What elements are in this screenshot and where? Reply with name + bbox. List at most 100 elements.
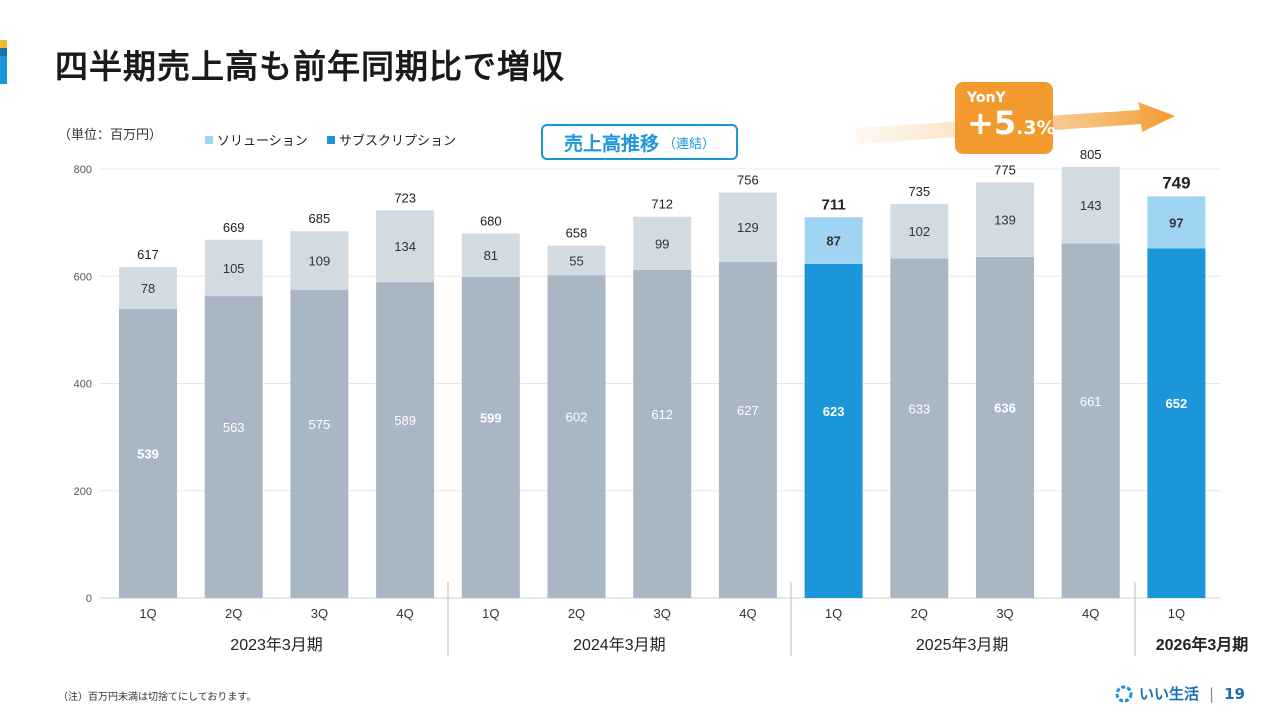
data-label-subscription: 563 bbox=[223, 420, 245, 435]
data-label-solution: 139 bbox=[994, 213, 1016, 228]
data-label-solution: 102 bbox=[908, 224, 930, 239]
data-label-subscription: 589 bbox=[394, 413, 416, 428]
bar-subscription bbox=[204, 296, 263, 598]
y-tick-label: 0 bbox=[86, 593, 92, 605]
x-tick-label: 2Q bbox=[568, 606, 585, 621]
accent-bar-mid bbox=[0, 48, 7, 56]
x-tick-label: 4Q bbox=[739, 606, 756, 621]
data-label-solution: 134 bbox=[394, 239, 416, 254]
bar-solution bbox=[376, 210, 435, 283]
bar-solution bbox=[633, 216, 692, 270]
data-label-solution: 105 bbox=[223, 261, 245, 276]
bar-solution bbox=[976, 182, 1034, 257]
accent-bar-bottom bbox=[0, 56, 7, 84]
bar-subscription bbox=[290, 289, 349, 598]
data-label-subscription: 623 bbox=[823, 404, 845, 419]
data-label-solution: 99 bbox=[655, 236, 669, 251]
legend-label-subscription: サブスクリプション bbox=[339, 134, 457, 149]
data-label-subscription: 602 bbox=[566, 410, 588, 425]
x-tick-label: 3Q bbox=[654, 606, 671, 621]
data-label-total: 617 bbox=[137, 247, 159, 262]
chart-subtitle-sub: （連結） bbox=[663, 136, 716, 152]
brand-name: いい生活 bbox=[1139, 685, 1200, 703]
data-label-subscription: 633 bbox=[908, 401, 930, 416]
data-label-subscription: 627 bbox=[737, 403, 759, 418]
legend-swatch-subscription bbox=[327, 135, 335, 144]
x-tick-label: 4Q bbox=[1082, 606, 1099, 621]
bar-subscription bbox=[890, 258, 949, 598]
bar-subscription bbox=[718, 261, 777, 598]
data-label-solution: 55 bbox=[569, 253, 583, 268]
bar-subscription bbox=[376, 282, 435, 598]
data-label-solution: 87 bbox=[826, 234, 840, 249]
brand-separator: | bbox=[1209, 684, 1215, 703]
data-label-subscription: 575 bbox=[309, 417, 331, 432]
yoy-badge: YonY +5.3% bbox=[955, 82, 1056, 154]
data-label-solution: 97 bbox=[1169, 215, 1183, 230]
y-tick-label: 400 bbox=[74, 379, 92, 391]
bar-subscription bbox=[633, 269, 692, 598]
bar-solution bbox=[204, 239, 263, 297]
data-label-total: 711 bbox=[821, 196, 845, 213]
data-label-total: 669 bbox=[223, 220, 245, 235]
brand: いい生活 | 19 bbox=[1114, 683, 1245, 704]
chart-subtitle-box: 売上高推移 （連結） bbox=[541, 124, 738, 160]
data-label-total: 685 bbox=[309, 211, 331, 226]
bar-solution bbox=[804, 217, 863, 264]
group-label: 2025年3月期 bbox=[916, 636, 1009, 654]
bar-solution bbox=[119, 267, 177, 309]
data-label-subscription: 636 bbox=[994, 400, 1016, 415]
y-tick-label: 600 bbox=[74, 271, 92, 283]
data-label-total: 805 bbox=[1080, 147, 1102, 162]
data-label-total: 723 bbox=[394, 190, 416, 205]
x-tick-label: 4Q bbox=[396, 606, 413, 621]
yoy-value-big: +5 bbox=[967, 104, 1017, 142]
page-title: 四半期売上高も前年同期比で増収 bbox=[55, 47, 565, 86]
bar-subscription bbox=[1147, 248, 1206, 599]
page-number: 19 bbox=[1224, 684, 1245, 703]
bar-subscription bbox=[1061, 243, 1120, 598]
data-label-subscription: 661 bbox=[1080, 394, 1102, 409]
group-label: 2024年3月期 bbox=[573, 636, 666, 654]
data-label-solution: 129 bbox=[737, 220, 759, 235]
legend-solution: ソリューション bbox=[205, 130, 308, 149]
bar-solution bbox=[890, 203, 949, 259]
bar-subscription bbox=[976, 256, 1034, 598]
data-label-solution: 143 bbox=[1080, 198, 1102, 213]
chart-subtitle: 売上高推移 bbox=[563, 132, 659, 155]
data-label-total: 756 bbox=[737, 173, 759, 188]
data-label-total: 749 bbox=[1162, 173, 1190, 192]
logo-icon bbox=[1115, 685, 1133, 702]
yoy-value: +5.3% bbox=[967, 104, 1056, 145]
bar-solution bbox=[1061, 166, 1120, 244]
y-tick-label: 800 bbox=[74, 164, 92, 176]
bar-subscription bbox=[461, 276, 520, 598]
data-label-subscription: 539 bbox=[137, 446, 159, 461]
footnote: （注）百万円未満は切捨てにしております。 bbox=[58, 692, 257, 703]
yoy-value-small: .3% bbox=[1016, 117, 1056, 139]
x-tick-label: 2Q bbox=[225, 606, 242, 621]
x-tick-label: 1Q bbox=[482, 606, 499, 621]
yoy-label: YonY bbox=[967, 90, 1006, 106]
x-tick-label: 1Q bbox=[825, 606, 842, 621]
bar-solution bbox=[718, 192, 777, 262]
bar-subscription bbox=[547, 275, 606, 598]
group-label: 2026年3月期 bbox=[1156, 635, 1249, 654]
data-label-solution: 78 bbox=[141, 281, 155, 296]
data-label-total: 680 bbox=[480, 213, 502, 228]
group-label: 2023年3月期 bbox=[230, 636, 323, 654]
data-label-subscription: 612 bbox=[651, 407, 673, 422]
x-tick-label: 3Q bbox=[311, 606, 328, 621]
x-tick-label: 3Q bbox=[996, 606, 1013, 621]
y-tick-label: 200 bbox=[74, 486, 92, 498]
bar-solution bbox=[290, 231, 349, 290]
legend-label-solution: ソリューション bbox=[217, 134, 308, 149]
data-label-total: 735 bbox=[908, 184, 930, 199]
x-tick-label: 1Q bbox=[139, 606, 156, 621]
bar-subscription bbox=[804, 263, 863, 598]
data-label-total: 712 bbox=[651, 197, 673, 212]
bar-solution bbox=[547, 245, 606, 276]
data-label-total: 658 bbox=[566, 226, 588, 241]
unit-label: （単位：百万円） bbox=[58, 128, 163, 143]
